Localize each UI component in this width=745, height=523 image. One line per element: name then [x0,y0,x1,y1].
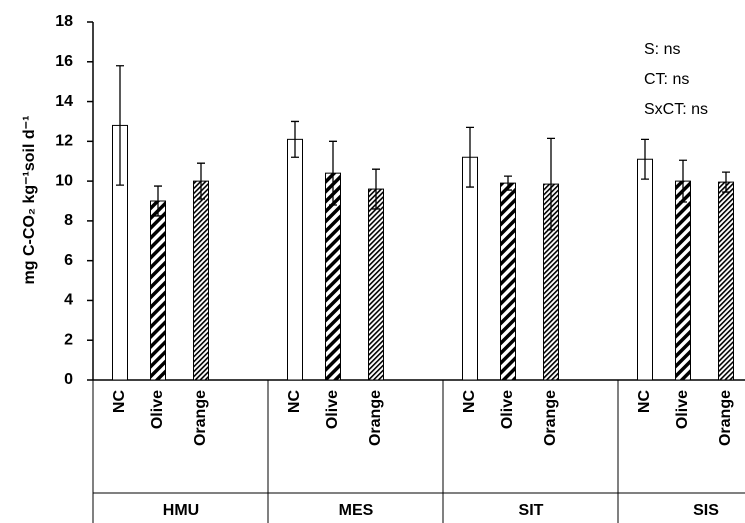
x-tick-label: Olive [324,390,341,429]
x-tick-label: NC [286,390,303,414]
bar [368,188,384,381]
error-bar [466,126,474,188]
annotation: SxCT: ns [644,101,708,118]
error-bar [547,137,555,231]
x-tick-label: NC [636,390,653,414]
y-tick-label: 2 [64,331,73,348]
error-bar [504,175,512,191]
x-tick-label: Olive [149,390,166,429]
group-label: HMU [163,502,199,519]
x-tick-label: Orange [192,390,209,446]
y-tick-label: 16 [55,53,73,70]
error-bar [116,65,124,186]
y-axis-label: mg C-CO₂ kg⁻¹soil d⁻¹ [21,116,38,285]
y-tick-label: 10 [55,172,73,189]
y-tick-label: 18 [55,13,73,30]
x-tick-label: NC [461,390,478,414]
error-bar [154,185,162,217]
bar [637,158,653,381]
bar [500,182,516,381]
y-tick-label: 12 [55,133,73,150]
annotation: CT: ns [644,71,689,88]
y-tick-label: 0 [64,371,73,388]
y-tick-label: 14 [55,93,73,110]
error-bar [291,120,299,158]
x-tick-label: Orange [717,390,734,446]
y-tick-label: 8 [64,212,73,229]
bar [462,156,478,381]
group-label: MES [339,502,374,519]
bar [718,181,734,381]
y-tick-label: 4 [64,292,73,309]
error-bar [197,162,205,200]
error-bar [722,171,730,193]
x-tick-label: Orange [542,390,559,446]
error-bar [679,159,687,203]
x-tick-label: Orange [367,390,384,446]
error-bar [372,168,380,210]
bar [287,138,303,381]
x-tick-label: Olive [674,390,691,429]
bar [675,180,691,381]
error-bar [641,138,649,180]
x-tick-label: Olive [499,390,516,429]
y-tick-label: 6 [64,252,73,269]
error-bar [329,140,337,206]
bar [193,180,209,381]
x-tick-label: NC [111,390,128,414]
annotation: S: ns [644,41,680,58]
bar [150,200,166,381]
group-label: SIS [693,502,719,519]
group-label: SIT [519,502,544,519]
